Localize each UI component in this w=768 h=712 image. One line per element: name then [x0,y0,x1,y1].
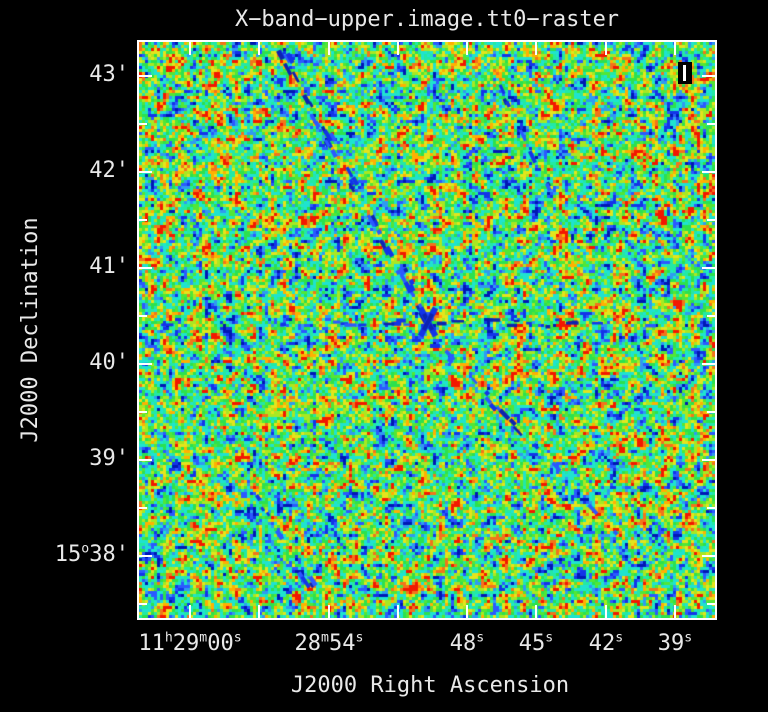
tick-mark [189,605,191,618]
y-tick-label: 15o38' [54,541,129,567]
tick-mark [258,42,260,55]
y-tick-label: 43' [89,62,129,87]
tick-mark [139,267,152,269]
tick-mark [466,605,468,618]
y-axis-title: J2000 Declination [18,217,43,443]
tick-mark [674,605,676,618]
tick-mark [139,603,147,605]
tick-mark [139,123,147,125]
tick-mark [328,42,330,55]
tick-mark [535,42,537,55]
y-tick-label: 42' [89,158,129,183]
plot-area [137,40,717,620]
tick-mark [707,219,715,221]
tick-mark [139,507,147,509]
tick-mark [139,411,147,413]
tick-mark [605,605,607,618]
x-tick-label: 48s [449,630,485,656]
tick-mark [139,363,152,365]
beam-bar-icon [683,65,686,81]
tick-mark [702,555,715,557]
tick-mark [397,605,399,618]
tick-mark [702,267,715,269]
tick-mark [707,315,715,317]
tick-mark [397,42,399,55]
tick-mark [139,315,147,317]
tick-mark [139,555,152,557]
tick-mark [258,605,260,618]
tick-mark [139,171,152,173]
tick-mark [605,42,607,55]
tick-mark [702,363,715,365]
x-tick-label: 11h29m00s [138,630,242,656]
x-tick-label: 45s [518,630,554,656]
tick-mark [328,605,330,618]
tick-mark [139,75,152,77]
x-tick-label: 39s [657,630,693,656]
tick-mark [466,42,468,55]
tick-mark [707,603,715,605]
tick-mark [674,42,676,55]
tick-mark [535,605,537,618]
tick-mark [707,507,715,509]
x-axis-title: J2000 Right Ascension [290,673,570,698]
tick-mark [707,123,715,125]
tick-mark [139,219,147,221]
tick-mark [139,459,152,461]
y-tick-label: 40' [89,350,129,375]
x-tick-label: 42s [588,630,624,656]
y-tick-label: 41' [89,254,129,279]
y-tick-label: 39' [89,446,129,471]
tick-mark [702,171,715,173]
raster-noise-canvas [139,42,715,618]
x-tick-label: 28m54s [294,630,364,656]
tick-mark [702,459,715,461]
tick-mark [707,411,715,413]
tick-mark [189,42,191,55]
tick-mark [702,75,715,77]
beam-indicator [678,62,692,84]
figure-title: X−band−upper.image.tt0−raster [234,7,620,32]
